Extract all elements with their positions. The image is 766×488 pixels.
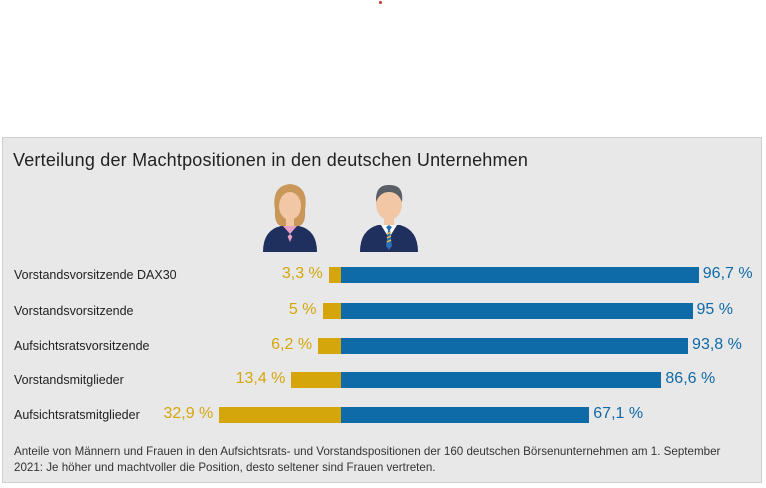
chart-panel: Verteilung der Machtpositionen in den de…: [2, 137, 762, 483]
chart-title: Verteilung der Machtpositionen in den de…: [13, 150, 529, 170]
woman-avatar-icon: [259, 180, 321, 257]
category-label: Vorstandsmitglieder: [14, 373, 124, 387]
value-label-men: 96,7 %: [702, 265, 753, 282]
category-label: Vorstandsvorsitzende DAX30: [14, 268, 177, 282]
bar-men: [341, 338, 689, 354]
value-label-men: 93,8 %: [692, 336, 742, 353]
bar-men: [341, 303, 693, 319]
value-label-men: 67,1 %: [593, 405, 644, 422]
category-label: Vorstandsvorsitzende: [14, 304, 134, 318]
bar-women: [291, 372, 341, 388]
decorative-dot: [379, 1, 382, 4]
category-label: Aufsichtsratsmitglieder: [14, 408, 140, 422]
value-label-women: 3,3 %: [281, 265, 323, 282]
value-label-men: 86,6 %: [665, 370, 716, 387]
bar-women: [219, 407, 341, 423]
value-label-women: 32,9 %: [163, 405, 214, 422]
bar-women: [322, 303, 341, 319]
man-avatar-icon: [356, 180, 422, 257]
bar-women: [328, 267, 341, 283]
bar-men: [341, 267, 699, 283]
bar-women: [318, 338, 341, 354]
bar-men: [341, 372, 662, 388]
value-label-women: 13,4 %: [235, 370, 286, 387]
value-label-women: 5 %: [288, 301, 317, 318]
value-label-women: 6,2 %: [271, 336, 313, 353]
category-label: Aufsichtsratsvorsitzende: [14, 339, 150, 353]
value-label-men: 95 %: [696, 301, 733, 318]
chart-footnote: Anteile von Männern und Frauen in den Au…: [14, 445, 721, 474]
bar-men: [341, 407, 590, 423]
